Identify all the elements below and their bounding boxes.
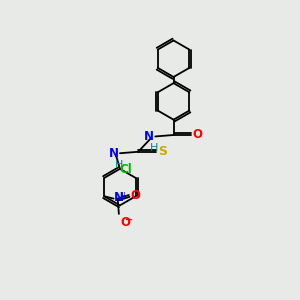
Text: Cl: Cl xyxy=(119,163,132,176)
Text: N: N xyxy=(144,130,154,143)
Text: N: N xyxy=(109,147,119,160)
Text: N: N xyxy=(114,191,124,205)
Text: S: S xyxy=(158,145,167,158)
Text: O: O xyxy=(120,216,130,229)
Text: O: O xyxy=(192,128,203,142)
Text: O: O xyxy=(130,188,140,202)
Text: +: + xyxy=(120,190,127,200)
Text: H: H xyxy=(150,143,158,153)
Text: −: − xyxy=(125,215,134,225)
Text: H: H xyxy=(115,160,123,170)
